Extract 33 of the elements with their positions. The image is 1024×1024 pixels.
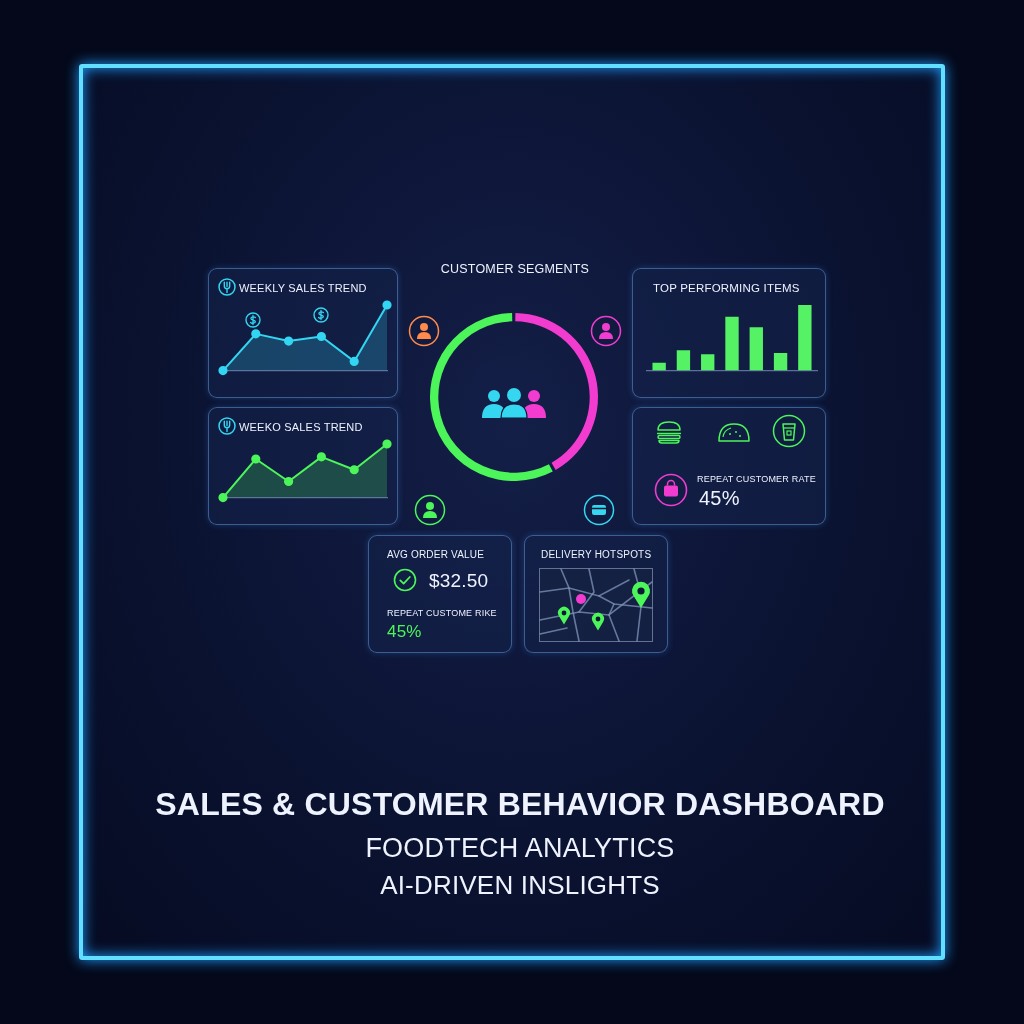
text: AI-DRIVEN INSLIGHTS — [380, 870, 660, 901]
text: $32.50 — [429, 570, 489, 592]
bar — [749, 327, 763, 371]
bar — [676, 350, 691, 371]
bar — [798, 305, 812, 371]
chart-title: WEEKO SALES TREND — [239, 421, 363, 434]
chart-title: WEEKLY SALES TREND — [239, 282, 367, 295]
bar — [701, 354, 715, 371]
bar — [725, 316, 739, 371]
point — [349, 356, 359, 367]
text: DELIVERY HOTSPOTS — [541, 549, 652, 561]
point — [382, 300, 392, 310]
point — [251, 454, 261, 464]
point — [218, 493, 228, 503]
point — [218, 366, 228, 376]
point — [284, 476, 294, 487]
point — [316, 452, 326, 462]
text: 45% — [387, 622, 422, 642]
point — [251, 329, 261, 339]
chart-title: TOP PERFORMING ITEMS — [653, 282, 800, 296]
bar — [773, 352, 788, 371]
bar — [652, 362, 666, 371]
text: AVG ORDER VALUE — [387, 549, 485, 561]
point — [382, 439, 392, 449]
text: 45% — [699, 487, 740, 510]
point — [349, 465, 359, 475]
text: SALES & CUSTOMER BEHAVIOR DASHBOARD — [155, 786, 885, 823]
point — [284, 336, 294, 346]
text: FOODTECH ANALYTICS — [365, 833, 675, 865]
chart-title: CUSTOMER SEGMENTS — [440, 262, 590, 277]
text: REPEAT CUSTOME RIKE — [387, 608, 497, 619]
text: REPEAT CUSTOMER RATE — [697, 474, 816, 485]
point — [316, 331, 326, 342]
